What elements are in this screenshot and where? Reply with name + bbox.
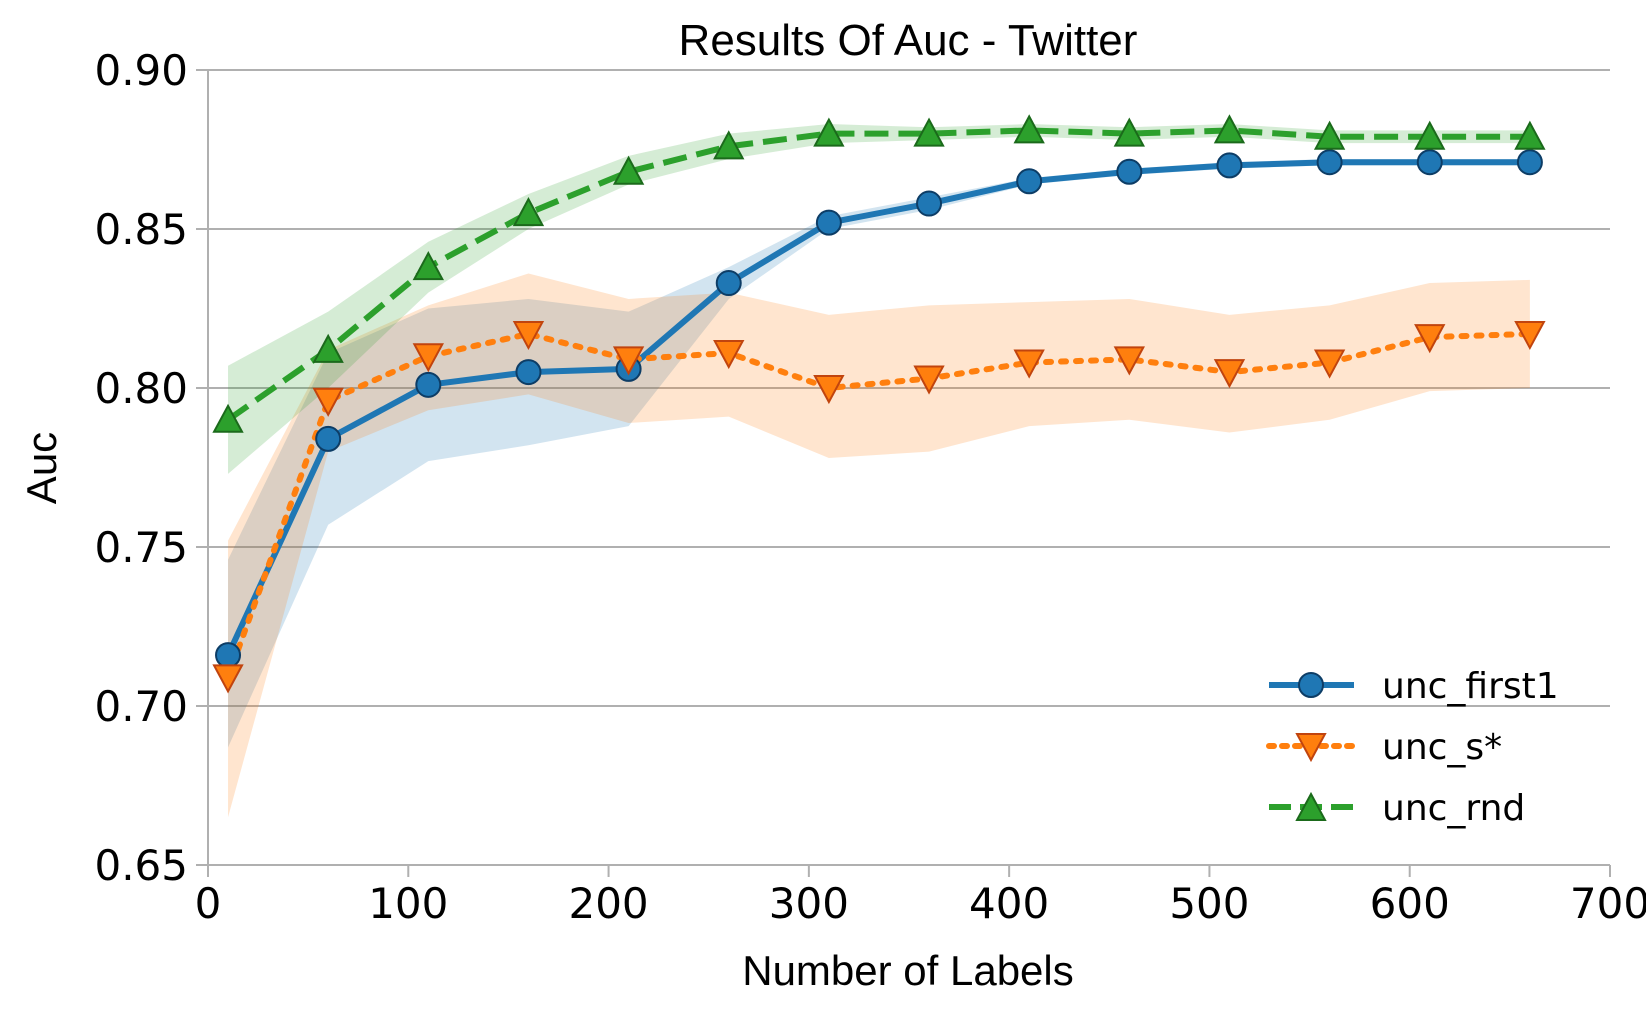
data-point-triangle-down [713, 340, 745, 370]
data-point-triangle-up [1213, 114, 1246, 144]
data-point-triangle-down [1013, 349, 1045, 379]
x-tick-label: 100 [368, 879, 448, 928]
y-tick-label: 0.65 [94, 841, 188, 890]
series-lines [225, 127, 1533, 681]
data-point-triangle-up [913, 117, 945, 147]
data-point-triangle-up [512, 196, 545, 227]
data-point-triangle-up [212, 403, 244, 433]
data-point-triangle-down [913, 365, 945, 395]
data-point-circle [215, 642, 242, 669]
y-tick-label: 0.80 [94, 364, 188, 413]
x-tick-label: 600 [1370, 879, 1450, 928]
data-point-triangle-down [1414, 324, 1446, 354]
data-point-triangle-up [412, 251, 444, 281]
y-tick-label: 0.85 [94, 205, 188, 254]
confidence-bands [228, 124, 1530, 818]
triangle-down-marker-icon [1295, 733, 1327, 763]
legend-entry-unc-s: unc_s* [1266, 727, 1502, 768]
axes [196, 69, 1611, 877]
series-markers [212, 114, 1546, 694]
data-point-triangle-down [1313, 349, 1346, 379]
data-point-circle [1316, 149, 1343, 176]
x-axis-label: Number of Labels [742, 947, 1074, 994]
data-point-triangle-up [713, 130, 745, 160]
data-point-triangle-down [1213, 359, 1246, 389]
series-line-unc-first1 [225, 159, 1530, 657]
legend-entry-unc-rnd: unc_rnd [1269, 788, 1525, 829]
tick-labels: 0.65 0.70 0.75 0.80 0.85 0.90 0 100 200 300 400 500… [94, 46, 1646, 928]
data-point-triangle-up [1514, 120, 1546, 150]
data-point-triangle-down [1113, 346, 1145, 376]
data-point-triangle-up [612, 155, 645, 185]
y-tick-label: 0.90 [94, 46, 188, 95]
x-tick-label: 700 [1570, 879, 1646, 928]
x-tick-label: 300 [769, 879, 849, 928]
data-point-triangle-down [612, 346, 645, 376]
data-point-circle [315, 425, 342, 452]
y-tick-label: 0.70 [94, 682, 188, 731]
chart-title: Results Of Auc - Twitter [679, 16, 1138, 65]
data-point-circle [916, 190, 943, 217]
data-point-triangle-down [1514, 320, 1546, 351]
confidence-band-unc-rnd [228, 124, 1530, 474]
data-point-triangle-up [813, 117, 845, 147]
data-point-circle [1416, 149, 1443, 176]
y-axis-label: Auc [18, 432, 65, 504]
data-point-triangle-up [312, 333, 344, 363]
x-tick-label: 400 [969, 879, 1049, 928]
legend-label: unc_first1 [1382, 666, 1559, 707]
confidence-band-unc-s- [228, 273, 1530, 818]
data-point-triangle-up [1313, 120, 1346, 150]
data-point-triangle-down [813, 375, 845, 405]
data-point-circle [715, 270, 742, 297]
data-point-circle [1216, 152, 1243, 179]
data-point-circle [515, 359, 542, 386]
x-tick-label: 200 [568, 879, 648, 928]
legend-entry-unc-first1: unc_first1 [1269, 666, 1559, 707]
data-point-triangle-up [1113, 117, 1145, 147]
series-line-unc-rnd [226, 127, 1530, 423]
data-point-circle [815, 209, 842, 236]
data-point-triangle-down [512, 320, 545, 351]
triangle-up-marker-icon [1295, 791, 1327, 821]
x-tick-label: 0 [195, 879, 222, 928]
series-line-unc-s- [225, 330, 1533, 681]
confidence-band-unc-first1 [228, 159, 1530, 748]
data-point-circle [1516, 149, 1543, 176]
data-point-circle [415, 371, 442, 398]
data-point-triangle-down [312, 387, 344, 417]
legend: unc_first1 unc_s* unc_rnd [1266, 666, 1559, 829]
data-point-circle [1016, 168, 1043, 195]
circle-marker-icon [1298, 672, 1324, 698]
data-point-circle [1116, 158, 1143, 185]
x-tick-label: 500 [1169, 879, 1249, 928]
legend-label: unc_rnd [1382, 788, 1525, 829]
legend-label: unc_s* [1382, 727, 1502, 768]
data-point-triangle-down [212, 664, 244, 694]
y-tick-label: 0.75 [94, 523, 188, 572]
data-point-triangle-up [1414, 120, 1446, 150]
data-point-triangle-up [1013, 114, 1045, 144]
data-point-triangle-down [412, 343, 444, 373]
